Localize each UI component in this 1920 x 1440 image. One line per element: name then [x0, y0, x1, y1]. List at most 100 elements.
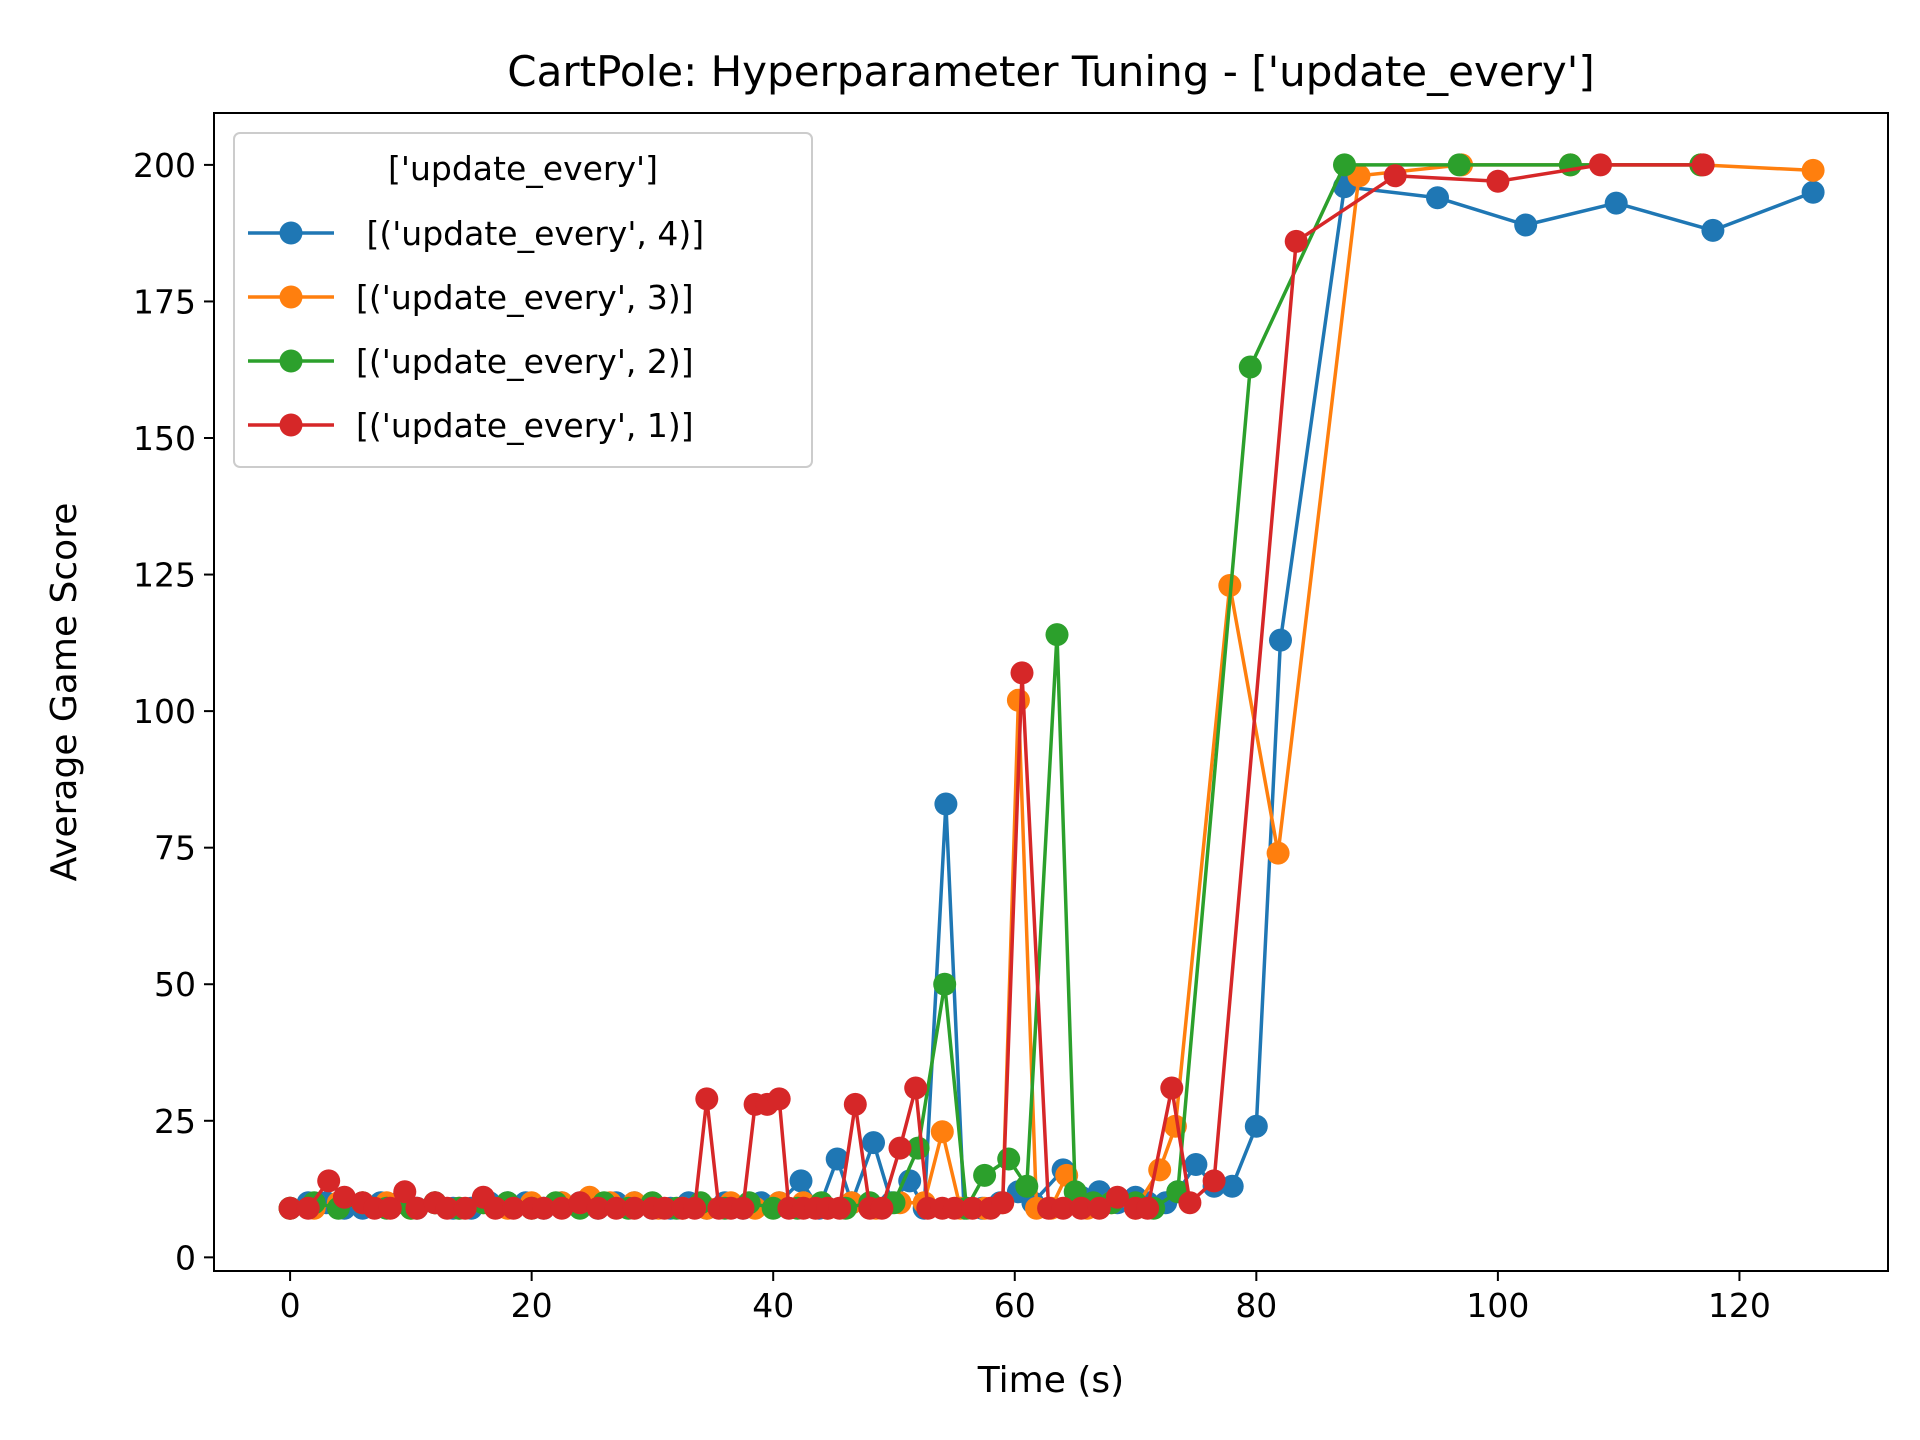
y-tick-label: 200: [133, 146, 196, 185]
data-point: [278, 1196, 302, 1220]
data-point: [550, 1196, 574, 1220]
y-tick-label: 75: [154, 829, 196, 868]
x-tick-label: 80: [1235, 1286, 1277, 1325]
data-point: [695, 1087, 719, 1111]
data-point: [1426, 186, 1449, 210]
data-point: [1006, 688, 1030, 712]
data-point: [1447, 153, 1471, 177]
data-point: [904, 1076, 928, 1100]
data-point: [1383, 164, 1407, 188]
y-tick-label: 25: [154, 1102, 196, 1141]
data-point: [453, 1196, 477, 1220]
data-point: [1691, 153, 1715, 177]
legend-label: [('update_every', 3)]: [356, 278, 694, 317]
x-tick-label: 20: [511, 1286, 553, 1325]
data-point: [930, 1120, 954, 1144]
data-point: [1015, 1174, 1039, 1198]
data-point: [317, 1169, 341, 1193]
legend-marker: [279, 285, 303, 309]
data-point: [1087, 1196, 1111, 1220]
data-point: [1801, 180, 1825, 204]
chart-title: CartPole: Hyperparameter Tuning - ['upda…: [507, 47, 1594, 96]
y-tick-label: 150: [133, 419, 196, 458]
data-point: [991, 1191, 1015, 1215]
data-point: [586, 1196, 610, 1220]
data-point: [825, 1147, 849, 1171]
data-point: [1269, 628, 1292, 652]
data-point: [1105, 1185, 1129, 1209]
data-point: [1045, 623, 1069, 647]
data-point: [1202, 1169, 1226, 1193]
data-point: [1244, 1114, 1268, 1138]
data-point: [888, 1136, 912, 1160]
data-point: [653, 1196, 676, 1220]
data-point: [1184, 1153, 1208, 1176]
data-point: [1558, 153, 1582, 177]
data-point: [393, 1180, 417, 1204]
data-point: [532, 1196, 556, 1220]
data-point: [405, 1196, 429, 1220]
y-tick-label: 175: [133, 282, 196, 321]
data-point: [1284, 229, 1308, 253]
data-point: [973, 1163, 997, 1187]
data-point: [1069, 1196, 1093, 1220]
data-point: [483, 1196, 507, 1220]
y-axis-title: Average Game Score: [44, 503, 85, 882]
data-point: [1486, 169, 1510, 193]
legend-label: [('update_every', 1)]: [356, 406, 694, 445]
data-point: [622, 1196, 646, 1220]
data-point: [731, 1196, 755, 1220]
data-point: [961, 1196, 984, 1220]
data-point: [1051, 1196, 1075, 1220]
legend: ['update_every'] [('update_every', 4)] [(…: [233, 132, 813, 468]
data-point: [1333, 153, 1356, 177]
data-point: [568, 1191, 592, 1215]
data-point: [1801, 158, 1825, 182]
data-point: [1178, 1191, 1202, 1215]
legend-title: ['update_every']: [388, 149, 658, 188]
legend-item: [('update_every', 3)]: [248, 278, 694, 317]
data-point: [843, 1092, 867, 1116]
legend-label: [('update_every', 4)]: [356, 214, 704, 253]
legend-item: [('update_every', 2)]: [248, 342, 694, 381]
x-tick-label: 0: [280, 1286, 301, 1325]
data-point: [1220, 1174, 1244, 1198]
data-point: [1238, 355, 1262, 379]
data-point: [435, 1196, 459, 1220]
y-tick-label: 125: [133, 556, 196, 595]
data-point: [1160, 1076, 1184, 1100]
data-point: [1148, 1158, 1172, 1182]
data-point: [789, 1169, 813, 1193]
data-point: [934, 792, 958, 816]
data-point: [942, 1196, 966, 1220]
data-point: [828, 1196, 852, 1220]
data-point: [862, 1131, 885, 1155]
data-point: [933, 972, 957, 996]
data-point: [683, 1196, 707, 1220]
y-tick-label: 100: [133, 692, 196, 731]
legend-item: [('update_every', 1)]: [248, 406, 694, 445]
data-point: [1701, 218, 1725, 242]
data-point: [1604, 191, 1628, 215]
plot-frame: [213, 112, 1889, 1272]
x-tick-label: 60: [994, 1286, 1036, 1325]
plot-area: [278, 153, 1825, 1220]
x-tick-label: 40: [752, 1286, 794, 1325]
legend-label: [('update_every', 2)]: [356, 342, 694, 381]
data-point: [1589, 153, 1612, 177]
data-point: [1266, 841, 1290, 865]
x-tick-label: 120: [1708, 1286, 1771, 1325]
legend-marker: [279, 413, 303, 437]
y-tick-label: 50: [154, 965, 196, 1004]
data-point: [1010, 661, 1034, 685]
legend-item: [('update_every', 4)]: [248, 214, 704, 253]
x-axis-title: Time (s): [977, 1360, 1124, 1401]
data-point: [1136, 1196, 1160, 1220]
data-point: [1163, 1114, 1187, 1138]
data-point: [502, 1196, 525, 1220]
data-point: [898, 1169, 922, 1193]
data-point: [767, 1087, 791, 1111]
data-point: [296, 1196, 320, 1220]
x-tick-label: 100: [1466, 1286, 1529, 1325]
